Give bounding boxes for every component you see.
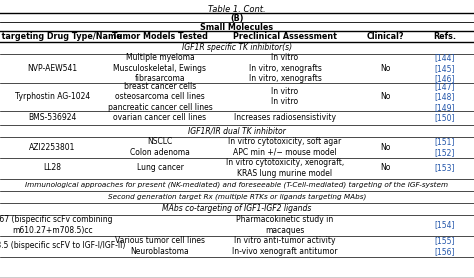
Text: In vitro cytotoxicity, xenograft,
KRAS lung murine model: In vitro cytotoxicity, xenograft, KRAS l… bbox=[226, 158, 344, 178]
Text: ovarian cancer cell lines: ovarian cancer cell lines bbox=[113, 113, 207, 122]
Text: Various tumor cell lines
Neuroblastoma: Various tumor cell lines Neuroblastoma bbox=[115, 236, 205, 256]
Text: NSCLC
Colon adenoma: NSCLC Colon adenoma bbox=[130, 137, 190, 157]
Text: In vitro
In vitro, xenografts
In vitro, xenografts: In vitro In vitro, xenografts In vitro, … bbox=[248, 53, 321, 83]
Text: IGF1R specific TK inhibitor(s): IGF1R specific TK inhibitor(s) bbox=[182, 43, 292, 53]
Text: [155]
[156]: [155] [156] bbox=[434, 236, 455, 256]
Text: Refs.: Refs. bbox=[433, 32, 456, 41]
Text: [153]: [153] bbox=[434, 163, 455, 173]
Text: M708.5 (bispecific scFV to IGF-I/IGF-II): M708.5 (bispecific scFV to IGF-I/IGF-II) bbox=[0, 242, 125, 250]
Text: BMS-536924: BMS-536924 bbox=[28, 113, 77, 122]
Text: LL28: LL28 bbox=[44, 163, 62, 173]
Text: Tyrphostin AG-1024: Tyrphostin AG-1024 bbox=[15, 92, 90, 101]
Text: Immunological approaches for present (NK-mediated) and foreseeable (T-Cell-media: Immunological approaches for present (NK… bbox=[26, 181, 448, 188]
Text: NVP-AEW541: NVP-AEW541 bbox=[27, 64, 78, 73]
Text: Second generation target Rx (multiple RTKs or ligands targeting MAbs): Second generation target Rx (multiple RT… bbox=[108, 193, 366, 200]
Text: Table 1. Cont.: Table 1. Cont. bbox=[208, 5, 266, 14]
Text: Increases radiosensistivity: Increases radiosensistivity bbox=[234, 113, 336, 122]
Text: No: No bbox=[380, 92, 390, 101]
Text: Multiple myeloma
Musculoskeletal, Ewings
fibrasarcoma: Multiple myeloma Musculoskeletal, Ewings… bbox=[113, 53, 207, 83]
Text: Small Molecules: Small Molecules bbox=[201, 23, 273, 32]
Text: In vitro anti-tumor activity
In-vivo xenograft antitumor: In vitro anti-tumor activity In-vivo xen… bbox=[232, 236, 338, 256]
Text: [144]
[145]
[146]: [144] [145] [146] bbox=[434, 53, 455, 83]
Text: Pharmacokinetic study in
macaques: Pharmacokinetic study in macaques bbox=[237, 215, 334, 235]
Text: Tumor Models Tested: Tumor Models Tested bbox=[112, 32, 208, 41]
Text: Lung cancer: Lung cancer bbox=[137, 163, 183, 173]
Text: No: No bbox=[380, 143, 390, 152]
Text: AZI2253801: AZI2253801 bbox=[29, 143, 76, 152]
Text: [150]: [150] bbox=[434, 113, 455, 122]
Text: No: No bbox=[380, 163, 390, 173]
Text: m67 (bispecific scFv combining
m610.27+m708.5)cc: m67 (bispecific scFv combining m610.27+m… bbox=[0, 215, 113, 235]
Text: IGF1R/IR dual TK inhibitor: IGF1R/IR dual TK inhibitor bbox=[188, 126, 286, 135]
Text: In vitro cytotoxicity, soft agar
APC min +/− mouse model: In vitro cytotoxicity, soft agar APC min… bbox=[228, 137, 342, 157]
Text: [151]
[152]: [151] [152] bbox=[434, 137, 455, 157]
Text: Preclinical Assessment: Preclinical Assessment bbox=[233, 32, 337, 41]
Text: No: No bbox=[380, 64, 390, 73]
Text: (B): (B) bbox=[230, 14, 244, 23]
Text: In vitro
In vitro: In vitro In vitro bbox=[272, 87, 299, 106]
Text: breast cancer cells
osteosarcoma cell lines
pancreatic cancer cell lines: breast cancer cells osteosarcoma cell li… bbox=[108, 82, 212, 112]
Text: IGF targeting Drug Type/Name: IGF targeting Drug Type/Name bbox=[0, 32, 121, 41]
Text: [147]
[148]
[149]: [147] [148] [149] bbox=[434, 82, 455, 112]
Text: [154]: [154] bbox=[434, 220, 455, 230]
Text: Clinical?: Clinical? bbox=[366, 32, 404, 41]
Text: MAbs co-targeting of IGF1-IGF2 ligands: MAbs co-targeting of IGF1-IGF2 ligands bbox=[162, 204, 312, 213]
